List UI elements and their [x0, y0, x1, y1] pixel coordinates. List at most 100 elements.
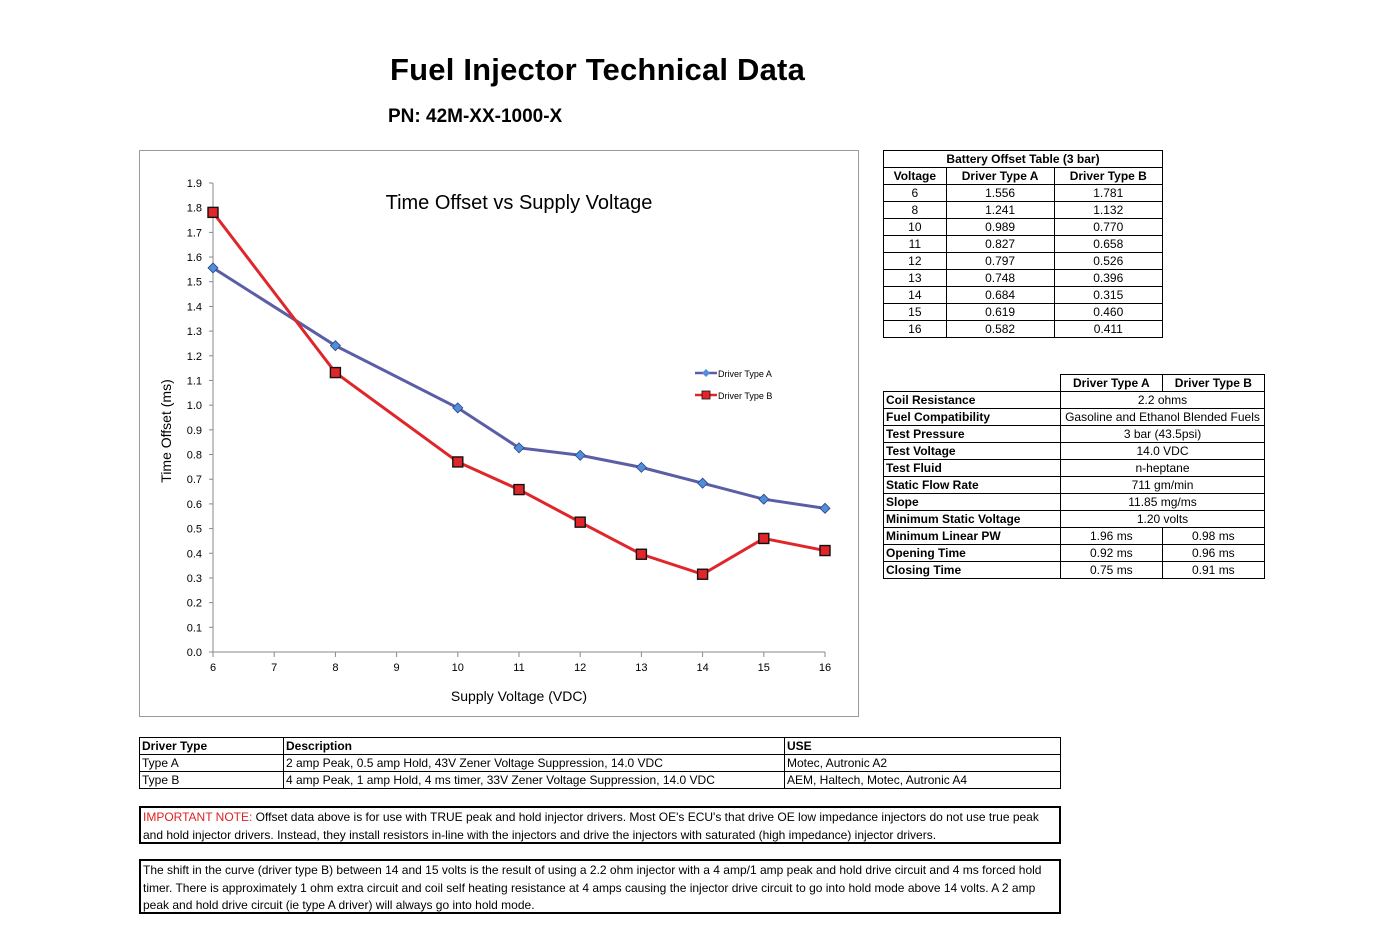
- curve-shift-note: The shift in the curve (driver type B) b…: [139, 859, 1061, 914]
- y-tick-label: 1.8: [187, 203, 202, 215]
- battery-cell-type-b: 0.526: [1053, 252, 1164, 270]
- data-point-type-a: [635, 461, 647, 473]
- spec-value: n-heptane: [1060, 459, 1265, 477]
- data-point-type-b: [207, 206, 219, 219]
- battery-table-caption: Battery Offset Table (3 bar): [883, 150, 1163, 168]
- important-note: IMPORTANT NOTE: Offset data above is for…: [139, 806, 1061, 844]
- table-row: Test Voltage 14.0 VDC: [883, 442, 1265, 460]
- spec-value: Gasoline and Ethanol Blended Fuels: [1060, 408, 1265, 426]
- table-row: 11 0.827 0.658: [883, 235, 1164, 253]
- y-tick-label: 1.3: [187, 326, 202, 338]
- battery-cell-type-b: 1.132: [1053, 201, 1164, 219]
- spec-value: 3 bar (43.5psi): [1060, 425, 1265, 443]
- driver-header-description: Description: [283, 737, 785, 755]
- y-tick-label: 1.0: [187, 400, 202, 412]
- battery-cell-type-a: 0.619: [945, 303, 1055, 321]
- important-note-label: IMPORTANT NOTE:: [143, 810, 253, 824]
- part-number: PN: 42M-XX-1000-X: [388, 106, 563, 127]
- data-point-type-a: [574, 449, 586, 461]
- spec-label: Minimum Linear PW: [883, 527, 1061, 545]
- battery-cell-voltage: 10: [883, 218, 947, 236]
- table-row: Opening Time 0.92 ms 0.96 ms: [883, 544, 1266, 562]
- data-point-type-b: [696, 568, 709, 580]
- battery-cell-type-b: 0.315: [1053, 286, 1164, 304]
- data-point-type-a: [758, 493, 770, 505]
- chart-title: Time Offset vs Supply Voltage: [386, 192, 653, 214]
- table-row: Static Flow Rate 711 gm/min: [883, 476, 1265, 494]
- legend-label-type-a: Driver Type A: [718, 369, 772, 379]
- battery-cell-type-b: 0.396: [1053, 269, 1164, 287]
- time-offset-chart: Time Offset vs Supply Voltage Supply Volt…: [158, 178, 831, 704]
- y-tick-label: 1.2: [187, 351, 202, 363]
- data-point-type-b: [452, 456, 464, 468]
- data-point-type-b: [635, 548, 648, 560]
- battery-cell-type-a: 0.582: [945, 320, 1055, 338]
- spec-value-type-a: 0.92 ms: [1060, 544, 1163, 562]
- injector-specs-table: Driver Type A Driver Type B Coil Resista…: [883, 374, 1266, 579]
- table-row: 14 0.684 0.315: [883, 286, 1164, 304]
- table-row: 13 0.748 0.396: [883, 269, 1164, 287]
- y-tick-label: 1.7: [187, 227, 202, 239]
- driver-cell-type: Type A: [139, 754, 284, 772]
- x-tick-label: 7: [271, 662, 277, 674]
- y-tick-label: 0.2: [187, 598, 202, 610]
- x-tick-label: 16: [819, 662, 831, 674]
- spec-value: 711 gm/min: [1060, 476, 1265, 494]
- table-row: Minimum Static Voltage 1.20 volts: [883, 510, 1265, 528]
- table-row: 16 0.582 0.411: [883, 320, 1164, 338]
- chart-panel: Time Offset vs Supply Voltage Supply Volt…: [139, 150, 859, 717]
- table-row: Slope 11.85 mg/ms: [883, 493, 1265, 511]
- battery-cell-voltage: 14: [883, 286, 947, 304]
- data-point-type-b: [819, 544, 831, 557]
- legend-label-type-b: Driver Type B: [718, 391, 772, 401]
- table-row: 12 0.797 0.526: [883, 252, 1164, 270]
- spec-label: Closing Time: [883, 561, 1061, 579]
- x-tick-label: 6: [210, 662, 216, 674]
- spec-label: Static Flow Rate: [883, 476, 1061, 494]
- battery-cell-type-a: 1.556: [945, 184, 1055, 202]
- spec-label: Test Pressure: [883, 425, 1061, 443]
- data-point-type-a: [513, 442, 525, 454]
- battery-cell-voltage: 6: [883, 184, 947, 202]
- y-tick-label: 1.1: [187, 375, 202, 387]
- y-tick-label: 0.8: [187, 450, 202, 462]
- spec-label: Coil Resistance: [883, 391, 1061, 409]
- spec-value: 11.85 mg/ms: [1060, 493, 1265, 511]
- x-tick-label: 15: [758, 662, 770, 674]
- battery-cell-voltage: 15: [883, 303, 947, 321]
- driver-cell-use: Motec, Autronic A2: [784, 754, 1061, 772]
- specs-header-type-b: Driver Type B: [1161, 374, 1266, 392]
- battery-cell-type-b: 1.781: [1053, 184, 1164, 202]
- data-point-type-a: [452, 402, 464, 414]
- spec-value: 2.2 ohms: [1060, 391, 1265, 409]
- data-point-type-a: [819, 502, 831, 514]
- x-tick-label: 11: [513, 662, 524, 674]
- x-tick-label: 10: [452, 662, 464, 674]
- y-tick-label: 0.3: [187, 573, 202, 585]
- battery-offset-table: Battery Offset Table (3 bar) Voltage Dri…: [883, 150, 1164, 338]
- x-tick-label: 8: [332, 662, 338, 674]
- table-row: 15 0.619 0.460: [883, 303, 1164, 321]
- driver-cell-type: Type B: [139, 771, 284, 789]
- spec-value-type-b: 0.98 ms: [1161, 527, 1266, 545]
- x-tick-label: 9: [394, 662, 400, 674]
- spec-value: 14.0 VDC: [1060, 442, 1265, 460]
- spec-label: Opening Time: [883, 544, 1061, 562]
- page-title: Fuel Injector Technical Data: [390, 52, 806, 87]
- curve-shift-note-text: The shift in the curve (driver type B) b…: [143, 863, 1042, 912]
- data-point-type-a: [207, 262, 219, 274]
- battery-cell-voltage: 13: [883, 269, 947, 287]
- battery-cell-voltage: 12: [883, 252, 947, 270]
- battery-cell-type-b: 0.460: [1053, 303, 1164, 321]
- table-row: Test Fluid n-heptane: [883, 459, 1265, 477]
- y-tick-label: 1.9: [187, 178, 202, 190]
- battery-cell-type-b: 0.770: [1053, 218, 1164, 236]
- x-tick-label: 12: [574, 662, 586, 674]
- battery-cell-type-b: 0.411: [1053, 320, 1164, 338]
- x-tick-label: 14: [696, 662, 708, 674]
- y-tick-label: 1.4: [187, 301, 202, 313]
- data-point-type-b: [574, 516, 586, 528]
